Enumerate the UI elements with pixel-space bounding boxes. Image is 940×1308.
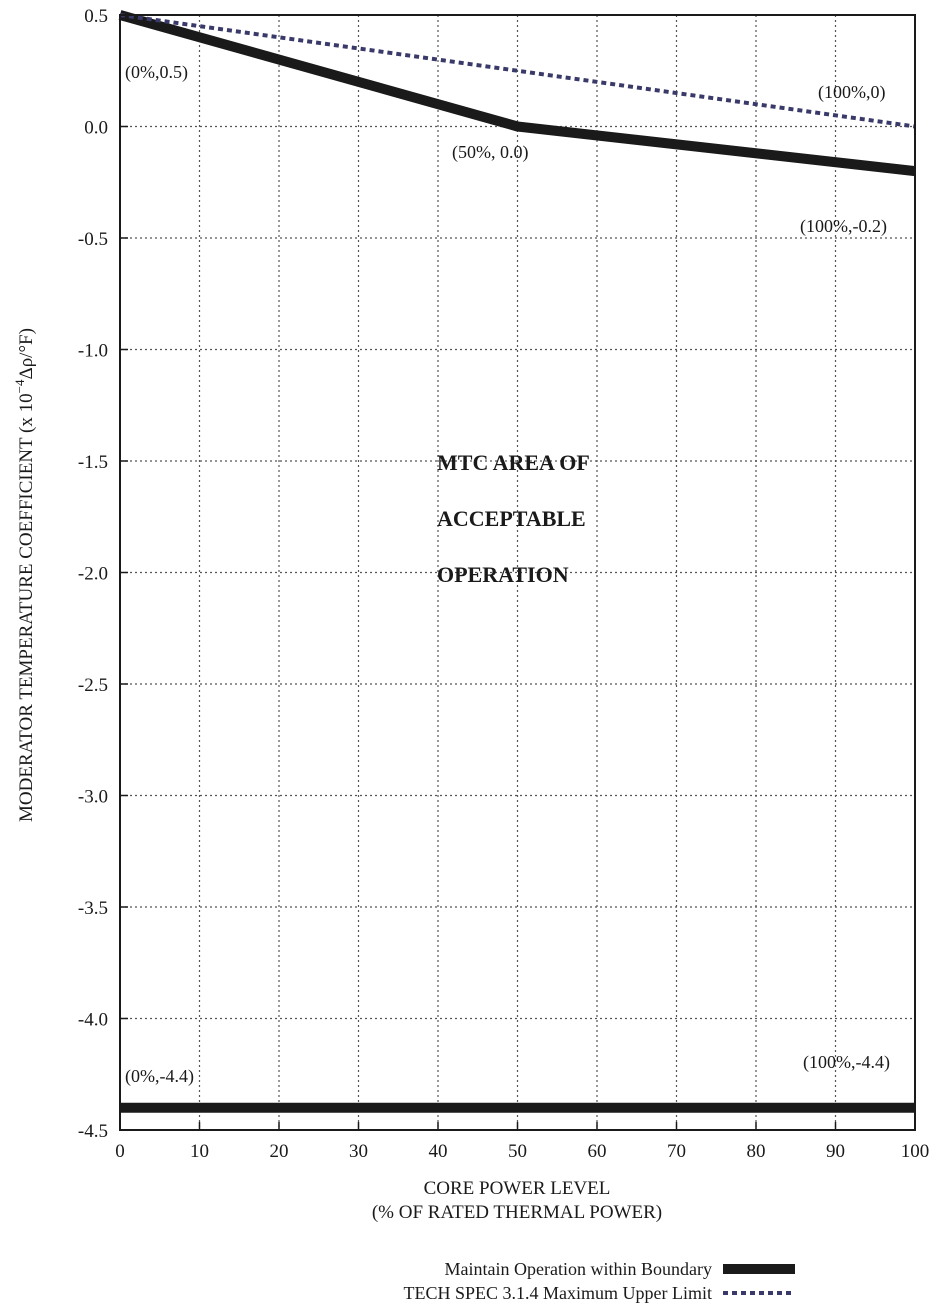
annotation-0pct-neg4p4: (0%,-4.4): [125, 1066, 194, 1087]
y-tick-label: 0.0: [84, 118, 108, 139]
y-axis-title-exponent: −4: [12, 379, 27, 393]
y-tick-label: -1.5: [78, 452, 108, 473]
y-tick-label: -3.0: [78, 787, 108, 808]
y-tick-label: -1.0: [78, 341, 108, 362]
x-tick-label: 0: [115, 1141, 125, 1162]
annotation-100pct-0: (100%,0): [818, 82, 885, 103]
annotation-100pct-neg0p2: (100%,-0.2): [800, 216, 887, 237]
legend-label-dotted: TECH SPEC 3.1.4 Maximum Upper Limit: [404, 1283, 713, 1303]
region-label-line-1: MTC AREA OF: [437, 450, 590, 475]
axis-ticks: 0 10 20 30 40 50 60 70 80 90 100 0.5 0.0 -0.5 -1.0 -1.5…: [78, 6, 929, 1162]
y-tick-label: -3.5: [78, 898, 108, 919]
y-axis-title-main: MODERATOR TEMPERATURE COEFFICIENT (x 10: [16, 393, 37, 822]
annotation-100pct-neg4p4: (100%,-4.4): [803, 1052, 890, 1073]
y-tick-label: -0.5: [78, 229, 108, 250]
x-tick-label: 30: [349, 1141, 368, 1162]
legend: Maintain Operation within Boundary TECH …: [404, 1259, 795, 1303]
region-label-line-2: ACCEPTABLE: [437, 506, 586, 531]
x-tick-label: 100: [901, 1141, 930, 1162]
series-upper-limit-line: [119, 13, 916, 129]
series-boundary-line: [118, 10, 916, 177]
series-lines: [118, 10, 916, 1113]
y-tick-label: 0.5: [84, 6, 108, 27]
y-axis-title-unit: Δρ/°F): [16, 328, 37, 379]
annotation-0pct-0p5: (0%,0.5): [125, 62, 188, 83]
y-tick-label: -2.5: [78, 675, 108, 696]
x-tick-label: 40: [429, 1141, 448, 1162]
y-axis-title: MODERATOR TEMPERATURE COEFFICIENT (x 10−…: [12, 328, 37, 822]
x-tick-label: 90: [826, 1141, 845, 1162]
grid: [120, 15, 915, 1130]
region-label-line-3: OPERATION: [437, 562, 569, 587]
x-tick-label: 60: [588, 1141, 607, 1162]
x-tick-label: 10: [190, 1141, 209, 1162]
x-tick-label: 70: [667, 1141, 686, 1162]
x-tick-label: 50: [508, 1141, 527, 1162]
x-tick-label: 80: [747, 1141, 766, 1162]
y-tick-label: -4.0: [78, 1010, 108, 1031]
x-tick-label: 20: [270, 1141, 289, 1162]
y-tick-label: -2.0: [78, 564, 108, 585]
y-tick-label: -4.5: [78, 1121, 108, 1142]
legend-label-solid: Maintain Operation within Boundary: [445, 1259, 712, 1279]
x-axis-title-line-1: CORE POWER LEVEL: [424, 1178, 611, 1199]
annotation-50pct-0p0: (50%, 0.0): [452, 142, 528, 163]
x-axis-title-line-2: (% OF RATED THERMAL POWER): [372, 1202, 662, 1223]
